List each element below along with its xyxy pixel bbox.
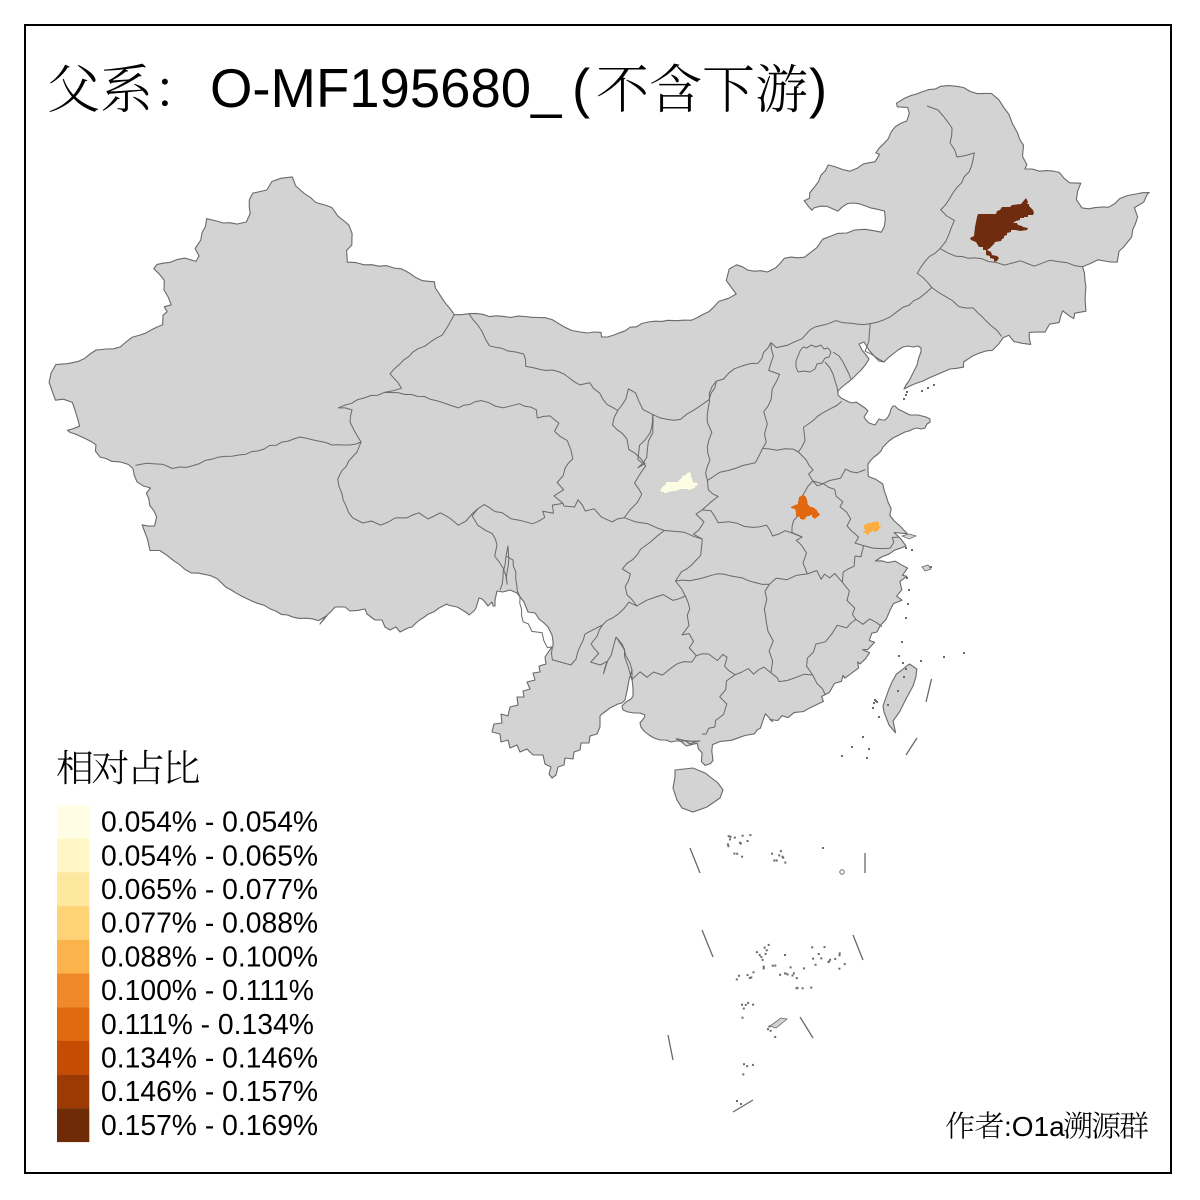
svg-text:O-MF195680_: O-MF195680_ [210, 58, 562, 119]
svg-text:): ) [809, 58, 827, 119]
svg-text:0.065% - 0.077%: 0.065% - 0.077% [101, 873, 318, 905]
svg-text:0.157% - 0.169%: 0.157% - 0.169% [101, 1109, 318, 1141]
svg-text:0.134% - 0.146%: 0.134% - 0.146% [101, 1041, 318, 1073]
svg-text:0.111% - 0.134%: 0.111% - 0.134% [101, 1008, 314, 1040]
svg-text:0.088% - 0.100%: 0.088% - 0.100% [101, 940, 318, 972]
svg-text:(: ( [572, 58, 590, 119]
svg-text::O1a: :O1a [1004, 1111, 1065, 1142]
svg-text:0.054% - 0.054%: 0.054% - 0.054% [101, 806, 318, 838]
svg-text:0.100% - 0.111%: 0.100% - 0.111% [101, 974, 314, 1006]
svg-text:0.077% - 0.088%: 0.077% - 0.088% [101, 907, 318, 939]
svg-text:0.054% - 0.065%: 0.054% - 0.065% [101, 839, 318, 871]
svg-text:0.146% - 0.157%: 0.146% - 0.157% [101, 1075, 318, 1107]
